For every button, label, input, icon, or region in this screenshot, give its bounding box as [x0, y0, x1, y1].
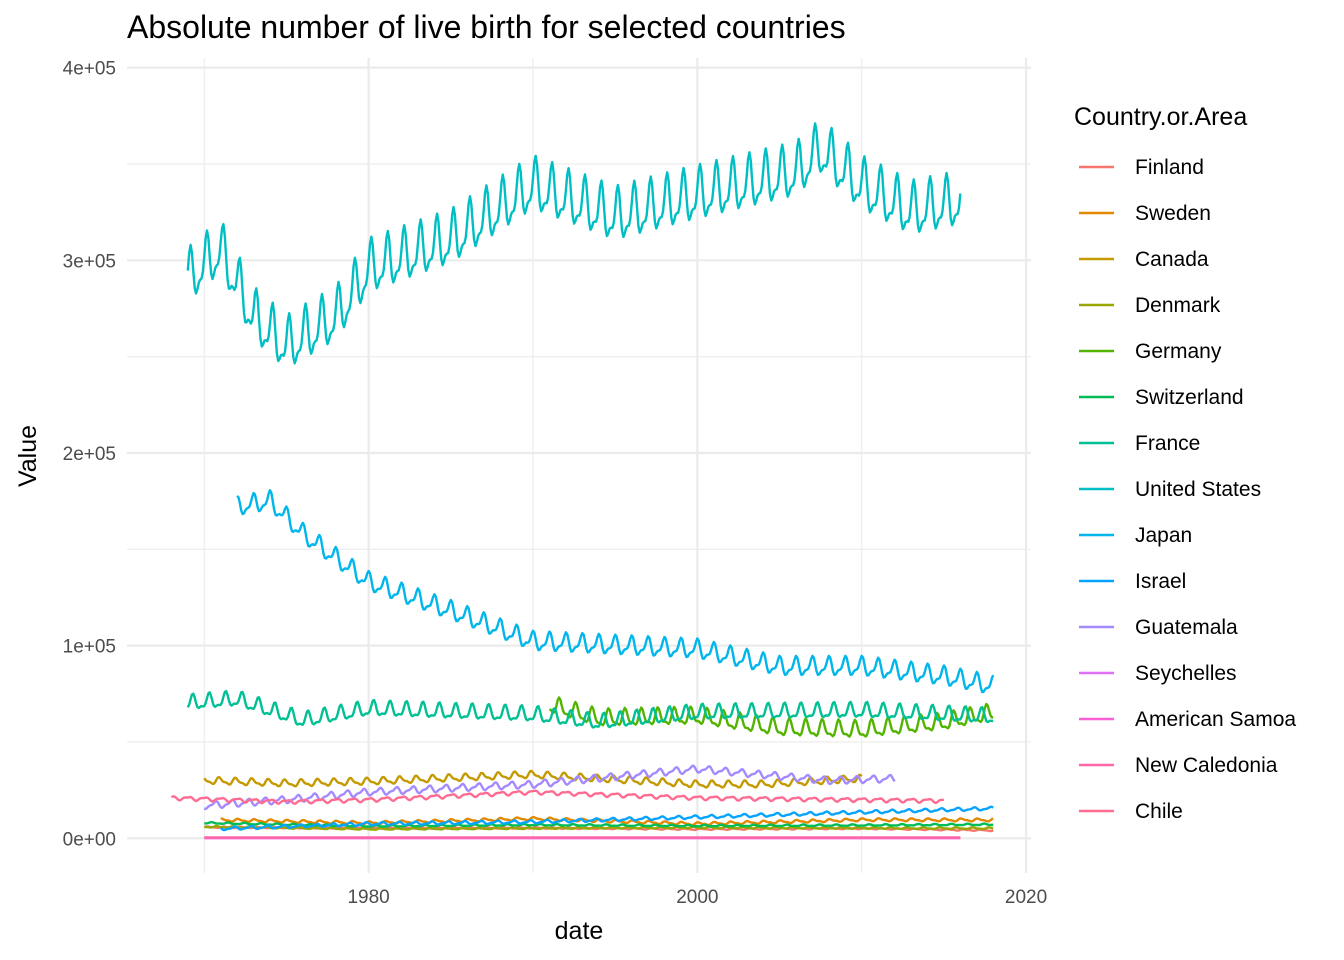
legend-item: New Caledonia	[1079, 754, 1278, 777]
legend-label: Seychelles	[1135, 662, 1237, 685]
legend-item: Germany	[1079, 340, 1222, 363]
legend-item: United States	[1079, 478, 1261, 501]
legend-item: Israel	[1079, 570, 1186, 593]
legend-label: New Caledonia	[1135, 754, 1278, 777]
legend-item: Switzerland	[1079, 386, 1244, 409]
legend-item: Canada	[1079, 248, 1209, 271]
legend-item: Finland	[1079, 156, 1204, 179]
legend-label: Switzerland	[1135, 386, 1244, 409]
series-line-israel	[219, 805, 994, 832]
legend-label: Canada	[1135, 248, 1209, 271]
legend-title: Country.or.Area	[1074, 103, 1247, 131]
x-axis-title: date	[555, 917, 604, 945]
legend-label: Chile	[1135, 800, 1183, 823]
legend-item: Seychelles	[1079, 662, 1237, 685]
legend-item: Guatemala	[1079, 616, 1238, 639]
legend-label: American Samoa	[1135, 708, 1296, 731]
legend-label: Israel	[1135, 570, 1186, 593]
legend-item: Chile	[1079, 800, 1183, 823]
y-tick-label: 0e+00	[63, 829, 116, 850]
x-tick-label: 2020	[1005, 887, 1047, 908]
chart-title: Absolute number of live birth for select…	[127, 9, 846, 45]
legend-label: Germany	[1135, 340, 1222, 363]
series-line-canada	[203, 769, 863, 789]
legend-item: Denmark	[1079, 294, 1221, 317]
legend-items: Finland Sweden Canada Denmark Germany Switzer…	[1079, 156, 1296, 823]
legend-label: Denmark	[1135, 294, 1221, 317]
legend-label: United States	[1135, 478, 1261, 501]
legend-label: France	[1135, 432, 1200, 455]
legend-label: Finland	[1135, 156, 1204, 179]
legend-item: France	[1079, 432, 1200, 455]
x-axis-ticks: 1980 2000 2020	[347, 887, 1047, 908]
series-line-france	[186, 689, 994, 729]
series-line-denmark	[204, 824, 994, 831]
y-tick-label: 4e+05	[63, 59, 116, 80]
series-line-switzerland	[204, 820, 994, 828]
series-line-japan	[236, 489, 995, 694]
legend-label: Japan	[1135, 524, 1192, 547]
legend-item: Japan	[1079, 524, 1192, 547]
legend-label: Sweden	[1135, 202, 1211, 225]
legend: Country.or.Area Finland Sweden Canada Denma…	[1074, 103, 1296, 823]
legend-label: Guatemala	[1135, 616, 1238, 639]
legend-item: American Samoa	[1079, 708, 1296, 731]
series-line-united-states	[186, 122, 962, 365]
series-line-chile	[171, 789, 944, 805]
series-lines	[171, 122, 995, 840]
y-tick-label: 1e+05	[63, 637, 116, 658]
y-axis-title: Value	[14, 425, 42, 487]
y-axis-ticks: 0e+00 1e+05 2e+05 3e+05 4e+05	[63, 59, 116, 851]
y-tick-label: 3e+05	[63, 251, 116, 272]
y-tick-label: 2e+05	[63, 444, 116, 465]
x-tick-label: 2000	[676, 887, 718, 908]
series-line-germany	[548, 696, 994, 738]
x-tick-label: 1980	[347, 887, 389, 908]
legend-item: Sweden	[1079, 202, 1211, 225]
